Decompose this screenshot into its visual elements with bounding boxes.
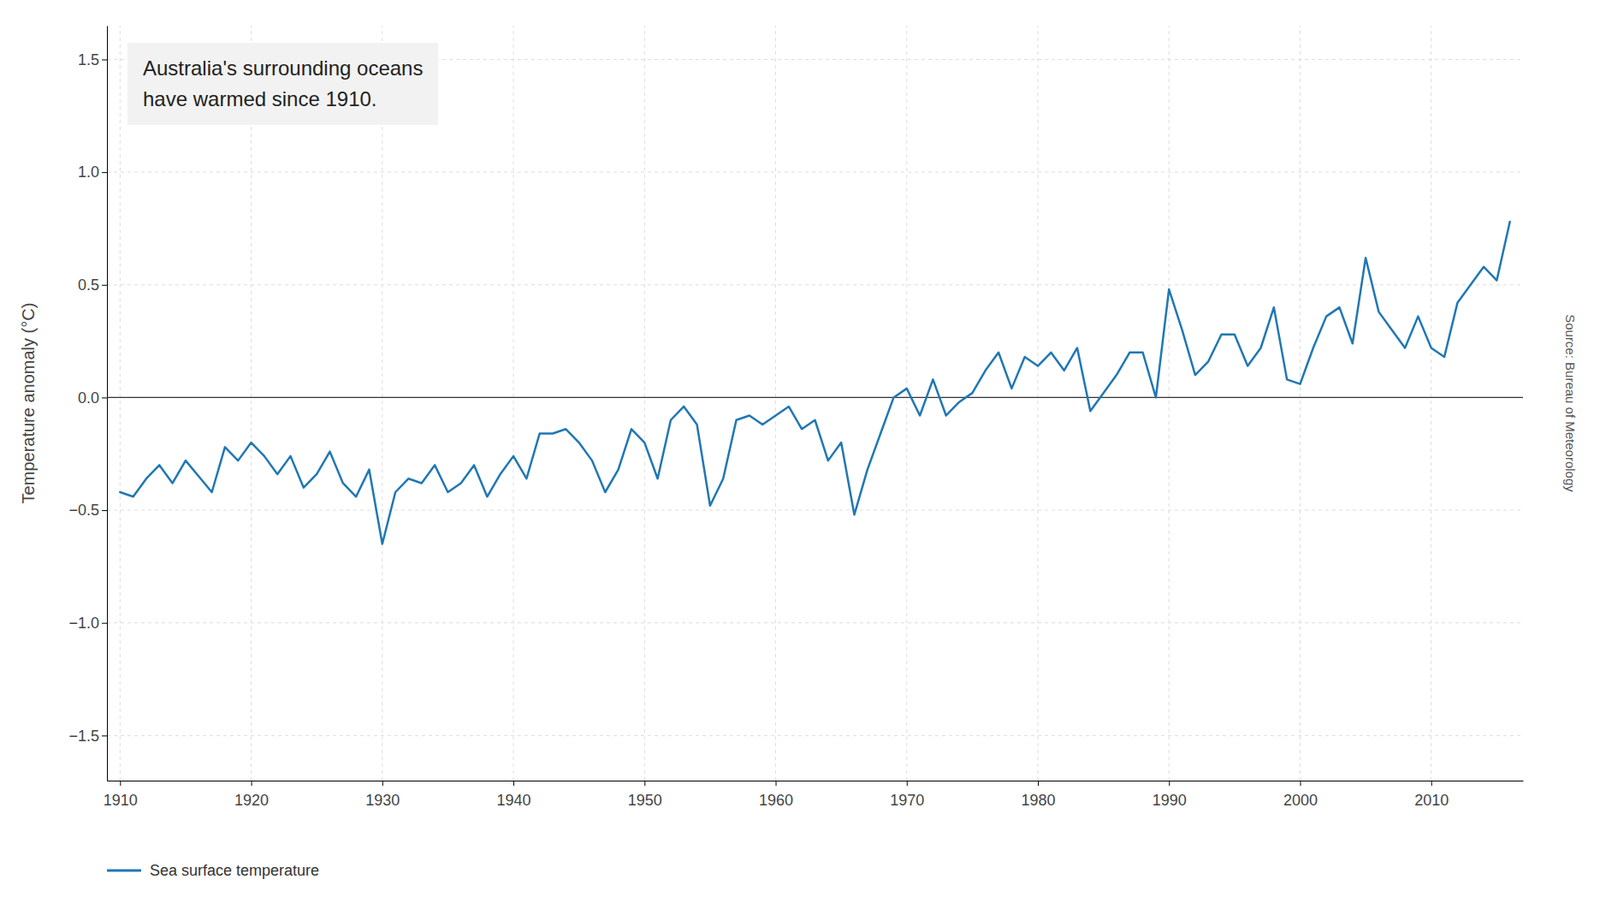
x-tick: 1940 [497, 780, 532, 809]
y-tick: −0.5 [68, 501, 107, 519]
y-axis-label: Temperature anomaly (°C) [18, 302, 38, 504]
x-tick-label: 2010 [1414, 791, 1449, 809]
x-tick: 2010 [1414, 780, 1449, 809]
x-tick: 1970 [889, 780, 925, 809]
x-tick-mark [1037, 780, 1039, 786]
x-tick-mark [382, 780, 384, 786]
legend-item: Sea surface temperature [106, 861, 320, 879]
y-tick-label: −0.5 [68, 501, 100, 519]
legend-swatch [106, 869, 142, 872]
x-tick: 1920 [234, 780, 269, 809]
x-tick-label: 1980 [1020, 791, 1055, 809]
grid-line-y [106, 509, 1523, 511]
series-line [119, 221, 1510, 544]
x-tick: 1930 [365, 780, 400, 809]
grid-line-y [106, 397, 1523, 398]
grid-line-x [1037, 25, 1039, 781]
legend-label: Sea surface temperature [149, 861, 320, 879]
x-tick-mark [644, 780, 646, 786]
grid-line-x [906, 25, 907, 781]
x-tick: 1910 [103, 780, 138, 809]
x-tick: 2000 [1283, 780, 1318, 809]
y-tick-mark [101, 509, 107, 511]
chart-svg: 1910 1920 1930 1940 1950 1960 1970 1980 1990 2000… [0, 0, 1600, 909]
y-tick: 1.0 [77, 163, 107, 181]
y-tick: 0.0 [77, 389, 107, 407]
x-tick-label: 1990 [1152, 791, 1187, 809]
y-axis-line [106, 26, 108, 782]
grid-line-x [1299, 25, 1301, 781]
x-tick-label: 1940 [497, 791, 532, 809]
y-tick-mark [101, 622, 107, 624]
y-tick-mark [101, 734, 107, 736]
legend: Sea surface temperature [106, 861, 320, 879]
x-tick-label: 1910 [103, 791, 138, 809]
grid-line-y [106, 734, 1523, 736]
x-tick-mark [119, 780, 121, 786]
x-tick-mark [513, 780, 515, 786]
x-tick-mark [1431, 780, 1433, 786]
x-tick-mark [906, 780, 908, 786]
x-tick: 1950 [628, 780, 663, 809]
y-tick: 0.5 [77, 276, 107, 294]
x-tick: 1980 [1020, 780, 1055, 809]
grid [106, 25, 1523, 781]
x-tick-mark [251, 780, 253, 786]
plot-area [119, 221, 1510, 544]
grid-line-x [775, 25, 777, 781]
x-tick: 1960 [758, 780, 794, 809]
x-tick-label: 2000 [1283, 791, 1318, 809]
grid-line-x [250, 25, 252, 781]
y-tick-label: 0.5 [77, 276, 100, 294]
x-axis: 1910 1920 1930 1940 1950 1960 1970 1980 1990 2000… [103, 780, 1524, 809]
grid-line-x [513, 25, 515, 781]
y-tick-label: −1.0 [68, 614, 100, 632]
y-tick: −1.0 [68, 614, 107, 632]
y-tick-mark [101, 171, 107, 173]
y-tick-mark [101, 397, 107, 398]
y-tick-label: 1.0 [77, 163, 100, 181]
y-tick-label: 0.0 [77, 389, 100, 407]
y-axis: −1.5 −1.0 −0.5 0.0 0.5 1.0 1.5 [68, 26, 107, 782]
x-tick-label: 1920 [234, 791, 269, 809]
y-tick: −1.5 [68, 727, 107, 745]
y-tick-mark [101, 59, 107, 60]
x-tick-mark [1299, 780, 1301, 786]
grid-line-y [106, 171, 1523, 173]
grid-line-x [1168, 25, 1170, 781]
grid-line-x [1430, 25, 1432, 781]
grid-line-x [119, 25, 121, 781]
y-tick-mark [101, 284, 107, 286]
x-tick-label: 1970 [889, 791, 925, 809]
source-annotation: Source: Bureau of Meteorology [1563, 314, 1578, 492]
chart: 1910 1920 1930 1940 1950 1960 1970 1980 1990 2000… [0, 0, 1600, 909]
x-tick-label: 1950 [628, 791, 663, 809]
x-tick-mark [1168, 780, 1170, 786]
x-tick-mark [776, 780, 777, 786]
x-tick-label: 1930 [365, 791, 400, 809]
x-tick: 1990 [1152, 780, 1187, 809]
y-tick: 1.5 [77, 51, 107, 69]
y-tick-label: −1.5 [68, 727, 100, 745]
grid-line-y [106, 284, 1523, 285]
title: Australia's surrounding oceans have warm… [127, 42, 439, 125]
grid-line-y [106, 622, 1523, 623]
zero-line [106, 397, 1523, 398]
grid-line-x [381, 25, 383, 781]
y-tick-label: 1.5 [77, 51, 100, 69]
x-axis-line [107, 780, 1524, 782]
grid-line-x [644, 25, 646, 781]
x-tick-label: 1960 [758, 791, 794, 809]
